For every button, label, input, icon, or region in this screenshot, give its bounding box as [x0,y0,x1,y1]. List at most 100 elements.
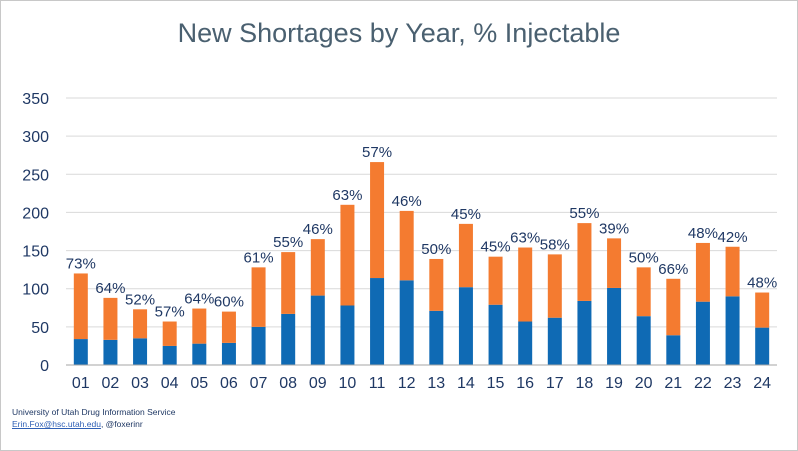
footer-contact: Erin.Fox@hsc.utah.edu, @foxerinr [12,419,143,429]
bar-other [607,238,622,288]
data-label: 57% [155,304,185,321]
bar-other [251,267,266,327]
x-tick-label: 08 [279,375,297,392]
bar-other [192,308,207,344]
y-axis-ticks: 0 50 100 150 200 250 300 350 [22,91,49,375]
bar-injectable [577,300,592,365]
bar-injectable [518,321,533,365]
x-tick-label: 24 [753,375,771,392]
bar-other [695,242,710,302]
data-label: 52% [125,291,155,308]
y-tick-label: 100 [22,282,49,299]
x-tick-label: 09 [309,375,327,392]
data-label: 39% [599,220,629,237]
y-tick-label: 350 [22,91,49,108]
bar-injectable [429,310,444,365]
bar-other [666,278,681,336]
bar-other [162,321,177,346]
bar-other [370,162,385,279]
data-label: 46% [392,193,422,210]
bar-other [133,309,148,339]
x-tick-label: 16 [516,375,534,392]
data-label: 66% [658,261,688,278]
x-tick-label: 22 [694,375,712,392]
bar-other [755,292,770,328]
bar-injectable [162,345,177,365]
bar-other [310,239,325,296]
bar-injectable [370,278,385,365]
bar-injectable [340,305,355,365]
gridlines [66,97,777,328]
bar-other [399,210,414,281]
bar-other [458,223,473,288]
x-tick-label: 15 [487,375,505,392]
x-tick-label: 01 [72,375,90,392]
bar-injectable [103,339,118,365]
x-tick-label: 19 [605,375,623,392]
bar-injectable [73,339,88,365]
x-tick-label: 11 [369,375,386,392]
footer-handle: , @foxerinr [100,419,143,429]
bar-injectable [251,326,266,365]
bar-injectable [755,327,770,365]
data-label: 48% [747,275,777,292]
bar-injectable [133,338,148,365]
data-label: 73% [66,255,96,272]
x-tick-label: 14 [457,375,475,392]
x-axis-ticks: 01 02 03 04 05 06 07 08 09 10 11 12 13 14 15 16 17 18 19 20… [72,375,771,392]
data-label: 55% [569,205,599,222]
bars [73,162,770,365]
bar-other [577,223,592,301]
x-tick-label: 04 [161,375,179,392]
bar-other [488,256,503,305]
data-label: 42% [718,229,748,246]
footer-email-link[interactable]: Erin.Fox@hsc.utah.edu [12,419,101,429]
x-tick-label: 20 [635,375,653,392]
x-tick-label: 07 [250,375,268,392]
x-tick-label: 05 [190,375,208,392]
data-label: 63% [510,230,540,247]
bar-other [103,297,118,340]
bar-other [725,246,740,297]
bar-injectable [607,287,622,365]
bar-injectable [725,296,740,365]
bar-other [547,254,562,318]
bar-other [340,204,355,306]
bar-other [73,273,88,340]
data-label: 63% [332,187,362,204]
bar-injectable [695,301,710,365]
y-tick-label: 200 [22,205,49,222]
bar-injectable [192,343,207,365]
data-label: 48% [688,225,718,242]
x-tick-label: 21 [664,375,682,392]
bar-other [636,267,651,317]
data-label: 60% [214,294,244,311]
x-tick-label: 18 [576,375,594,392]
y-tick-label: 0 [40,358,49,375]
bar-injectable [488,304,503,365]
bar-injectable [636,316,651,365]
x-tick-label: 23 [724,375,742,392]
data-label: 50% [421,241,451,258]
bar-other [429,258,444,311]
data-label: 58% [540,236,570,253]
x-tick-label: 03 [131,375,149,392]
x-tick-label: 10 [339,375,357,392]
data-label: 64% [184,291,214,308]
y-tick-label: 250 [22,167,49,184]
chart-title: New Shortages by Year, % Injectable [177,18,621,48]
bar-injectable [458,287,473,365]
bar-injectable [666,335,681,365]
bar-injectable [281,313,296,365]
data-label: 57% [362,144,392,161]
x-tick-label: 12 [398,375,416,392]
footer-org: University of Utah Drug Information Serv… [12,407,176,417]
y-tick-label: 150 [22,244,49,261]
bar-injectable [221,342,236,365]
bar-other [281,252,296,314]
data-label: 46% [303,221,333,238]
data-label: 61% [244,249,274,266]
data-labels: 73%64%52%57%64% 60%61%55%46%63%57%46%50%4… [66,144,777,320]
data-label: 55% [273,234,303,251]
